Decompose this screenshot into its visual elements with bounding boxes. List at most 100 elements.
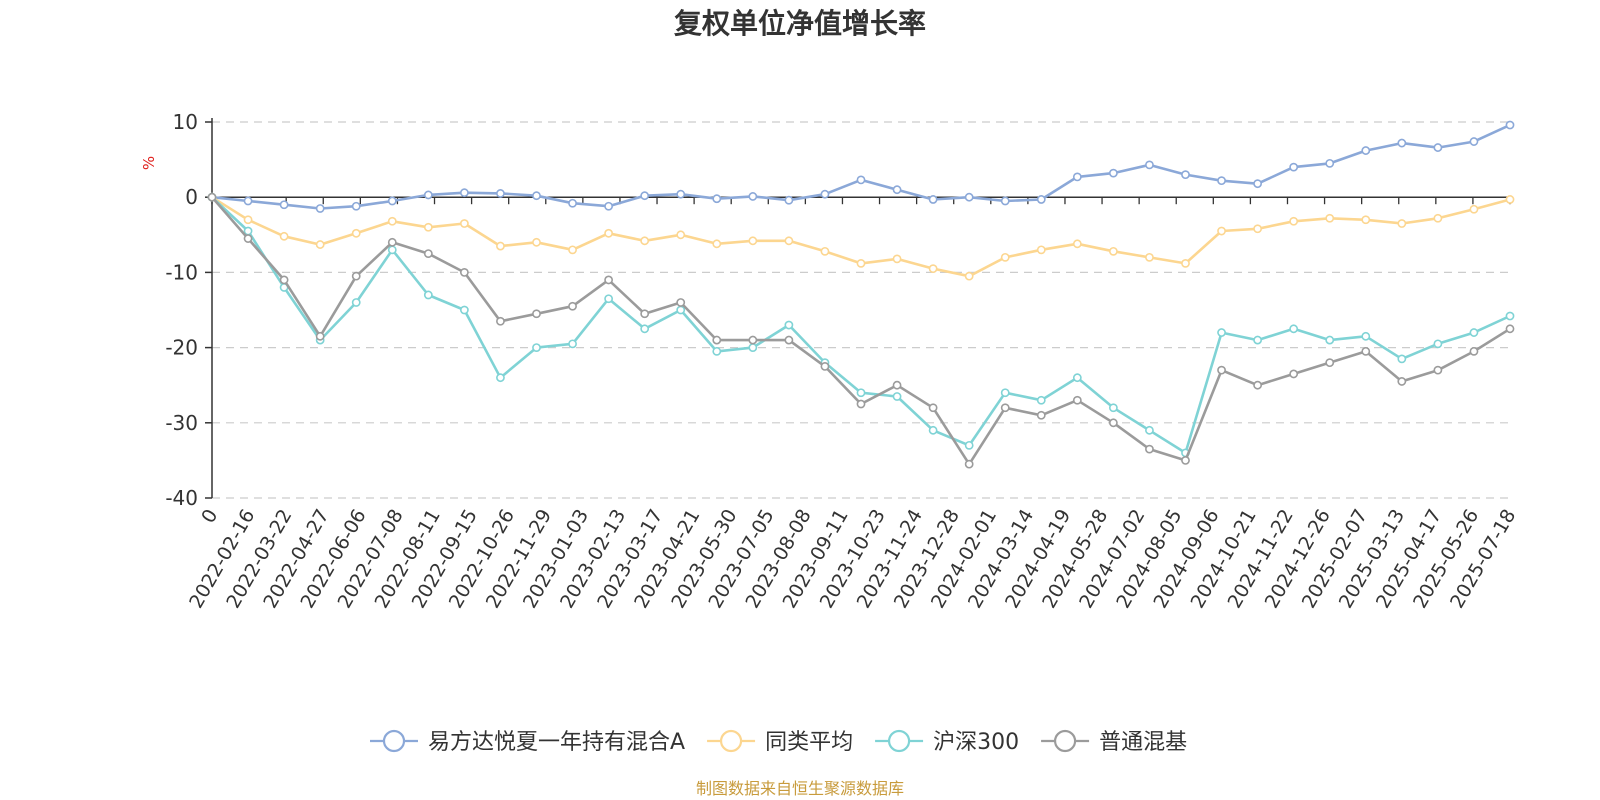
x-tick-labels: 02022-02-162022-03-222022-04-272022-06-0… bbox=[185, 506, 1520, 613]
data-point bbox=[676, 230, 686, 240]
data-point bbox=[1036, 245, 1046, 255]
data-point bbox=[496, 189, 505, 198]
legend-label: 易方达悦夏一年持有混合A bbox=[428, 730, 685, 755]
legend-label: 同类平均 bbox=[765, 730, 853, 755]
data-point bbox=[1253, 224, 1263, 234]
chart-title: 复权单位净值增长率 bbox=[674, 7, 926, 40]
data-point bbox=[640, 236, 650, 246]
data-point bbox=[423, 190, 433, 200]
data-point bbox=[604, 201, 614, 211]
y-tick-label: -10 bbox=[165, 260, 198, 284]
data-point bbox=[928, 195, 938, 204]
data-point bbox=[1433, 213, 1443, 223]
data-point bbox=[928, 264, 938, 274]
data-point bbox=[1397, 377, 1407, 386]
series-line bbox=[211, 196, 1511, 466]
data-point bbox=[676, 305, 686, 315]
data-point bbox=[712, 194, 722, 204]
data-point bbox=[1289, 162, 1299, 172]
data-point bbox=[1253, 335, 1263, 345]
y-tick-label: -40 bbox=[165, 486, 198, 510]
axes bbox=[205, 118, 1511, 499]
data-point bbox=[856, 388, 866, 398]
data-point bbox=[387, 216, 397, 226]
data-point bbox=[1108, 246, 1118, 256]
data-point bbox=[892, 392, 902, 401]
data-point bbox=[712, 346, 722, 356]
data-point bbox=[532, 309, 541, 319]
data-point bbox=[243, 215, 253, 225]
data-point bbox=[712, 239, 722, 249]
data-point bbox=[1325, 335, 1335, 345]
data-point bbox=[1036, 195, 1046, 204]
data-point bbox=[1181, 258, 1190, 268]
data-point bbox=[748, 236, 758, 246]
data-point bbox=[1000, 388, 1010, 398]
data-point bbox=[1072, 373, 1082, 383]
data-point bbox=[820, 189, 830, 199]
data-source-footer: 制图数据来自恒生聚源数据库 bbox=[696, 779, 904, 798]
data-point bbox=[351, 298, 361, 307]
data-point bbox=[604, 294, 614, 304]
grid-lines bbox=[212, 121, 1510, 499]
data-point bbox=[279, 231, 289, 241]
legend-circle-icon bbox=[1053, 729, 1077, 753]
data-point bbox=[568, 245, 577, 255]
data-point bbox=[1000, 196, 1010, 206]
data-point bbox=[640, 324, 650, 334]
data-point bbox=[784, 320, 794, 330]
data-point bbox=[820, 361, 830, 371]
data-point bbox=[496, 316, 505, 326]
data-point bbox=[1361, 331, 1371, 341]
data-point bbox=[568, 301, 577, 311]
data-point bbox=[964, 440, 974, 450]
y-tick-labels: 10 0 -10 -20 -30 -40 bbox=[165, 110, 198, 510]
data-point bbox=[928, 425, 938, 435]
data-point bbox=[856, 175, 866, 185]
data-point bbox=[1505, 195, 1515, 204]
data-point bbox=[1469, 204, 1479, 214]
data-point bbox=[1145, 444, 1154, 454]
data-point bbox=[387, 237, 397, 247]
data-point bbox=[856, 399, 866, 409]
data-point bbox=[532, 191, 541, 201]
data-point bbox=[387, 196, 397, 206]
data-point bbox=[1108, 403, 1118, 413]
data-point bbox=[1397, 219, 1407, 228]
data-point bbox=[1036, 410, 1046, 420]
data-point bbox=[315, 240, 325, 249]
legend[interactable]: 易方达悦夏一年持有混合A 同类平均 沪深300 普通混基 bbox=[370, 729, 1187, 755]
legend-item[interactable]: 易方达悦夏一年持有混合A bbox=[370, 729, 685, 755]
data-point bbox=[496, 373, 505, 383]
data-point bbox=[496, 241, 505, 251]
data-point bbox=[640, 191, 650, 201]
data-point bbox=[1145, 160, 1154, 170]
data-point bbox=[459, 267, 469, 277]
data-point bbox=[207, 192, 217, 202]
legend-label: 沪深300 bbox=[933, 730, 1019, 755]
data-point bbox=[1505, 324, 1515, 334]
legend-item[interactable]: 普通混基 bbox=[1041, 729, 1187, 755]
data-point bbox=[964, 271, 974, 281]
legend-item[interactable]: 沪深300 bbox=[875, 729, 1019, 755]
y-tick-label: 0 bbox=[185, 185, 198, 209]
data-point bbox=[243, 234, 253, 243]
data-point bbox=[784, 195, 794, 205]
data-point bbox=[568, 339, 577, 349]
data-point bbox=[459, 219, 469, 228]
data-point bbox=[892, 380, 902, 390]
data-point bbox=[243, 226, 253, 236]
legend-item[interactable]: 同类平均 bbox=[707, 729, 853, 755]
data-point bbox=[1108, 418, 1118, 428]
data-point bbox=[1361, 146, 1371, 155]
x-tick-label: 0 bbox=[197, 506, 222, 527]
data-point bbox=[604, 275, 614, 285]
data-point bbox=[1253, 380, 1263, 390]
data-point bbox=[351, 228, 361, 238]
data-point bbox=[1253, 179, 1263, 189]
data-point bbox=[568, 198, 577, 208]
data-point bbox=[1289, 369, 1299, 379]
data-point bbox=[532, 237, 541, 247]
data-point bbox=[423, 222, 433, 232]
series-lines bbox=[207, 120, 1515, 469]
